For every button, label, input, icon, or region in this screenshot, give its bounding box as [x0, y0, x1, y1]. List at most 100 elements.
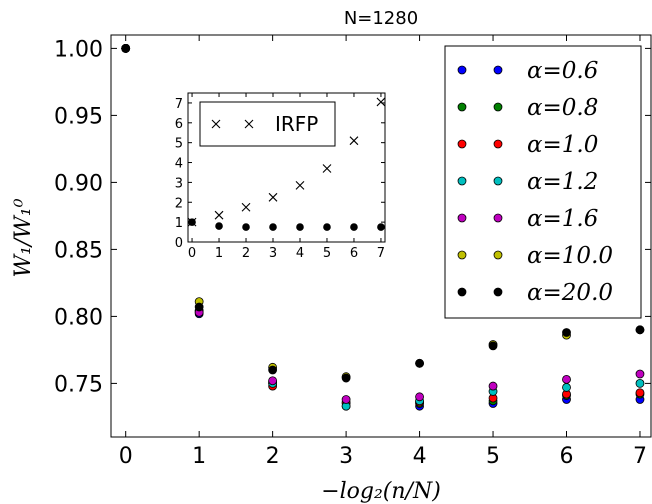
inset-y-tick-label: 7	[175, 97, 183, 112]
inset-legend-marker	[244, 119, 254, 129]
inset-data-point	[323, 223, 331, 231]
data-point	[415, 358, 424, 368]
legend-marker	[493, 65, 503, 75]
x-marker-stroke	[211, 119, 221, 129]
data-point	[415, 392, 424, 402]
data-point	[488, 381, 498, 391]
data-point	[635, 369, 645, 379]
data-point	[121, 44, 131, 53]
x-marker-stroke	[322, 164, 332, 173]
legend-marker	[493, 139, 503, 149]
data-point	[635, 325, 645, 335]
y-tick-label: 0.90	[54, 171, 103, 196]
data-point	[635, 388, 645, 398]
legend-marker	[457, 176, 467, 186]
data-point	[194, 302, 204, 312]
data-point	[341, 395, 351, 404]
x-marker-stroke	[214, 210, 224, 220]
inset-legend-marker	[211, 119, 221, 129]
legend-marker	[493, 250, 503, 260]
inset-y-tick-label: 3	[175, 176, 183, 191]
x-tick-label: 1	[192, 444, 206, 469]
y-tick-label: 0.95	[54, 104, 103, 129]
inset-data-point-x	[241, 202, 251, 212]
main-axes: 0 1 2 3 4 5 6 70.750.800.850.900.951.00	[54, 34, 652, 469]
y-tick-label: 0.85	[54, 238, 103, 263]
data-point	[488, 341, 498, 351]
legend-marker	[457, 213, 467, 223]
x-marker-stroke	[376, 97, 386, 107]
inset-x-tick-label: 5	[323, 246, 331, 261]
inset-data-point-x	[349, 136, 359, 146]
inset-data-point	[242, 223, 250, 231]
data-point	[268, 376, 278, 386]
y-axis-label: W₁/W₁⁰	[11, 198, 36, 277]
legend-label: α=10.0	[527, 243, 613, 269]
y-tick-label: 1.00	[54, 37, 103, 62]
data-point	[562, 383, 571, 392]
x-tick-label: 0	[119, 444, 133, 469]
inset-y-tick-label: 5	[175, 137, 183, 152]
legend-label: α=20.0	[527, 280, 613, 306]
legend-label: α=1.2	[527, 169, 598, 195]
main-plot-frame	[110, 34, 652, 438]
x-tick-label: 7	[633, 444, 647, 469]
legend-marker	[457, 250, 467, 260]
legend-marker	[493, 287, 503, 297]
inset-data-point	[269, 223, 277, 231]
data-point	[635, 378, 645, 388]
x-axis-label: −log₂(n/N)	[321, 479, 441, 504]
legend-label: α=1.6	[527, 206, 598, 232]
inset-data-point	[215, 222, 223, 230]
x-marker-stroke	[295, 180, 305, 190]
inset-data-point-x	[268, 192, 278, 202]
y-tick-label: 0.80	[54, 305, 103, 330]
inset-x-tick-label: 0	[188, 246, 196, 261]
legend-label: α=1.0	[527, 132, 598, 158]
legend-marker	[493, 176, 503, 186]
x-tick-label: 6	[560, 444, 574, 469]
y-tick-label: 0.75	[54, 372, 103, 397]
inset-legend-box	[199, 101, 336, 147]
data-point	[341, 373, 351, 383]
inset-data-point-x	[322, 164, 332, 173]
x-marker-stroke	[241, 202, 251, 212]
legend-label: α=0.8	[527, 95, 598, 121]
inset-y-tick-label: 1	[175, 216, 183, 231]
legend-box	[444, 45, 642, 319]
inset-data-point-x	[214, 210, 224, 220]
inset-data-point	[377, 223, 385, 231]
inset-legend-label: IRFP	[275, 112, 318, 136]
inset-data-point-x	[376, 97, 386, 107]
data-point	[268, 365, 278, 375]
x-marker-stroke	[268, 192, 278, 202]
inset-x-tick-label: 2	[242, 246, 250, 261]
inset-data-point	[296, 223, 304, 231]
data-point	[562, 328, 571, 337]
inset-y-tick-label: 0	[175, 236, 183, 251]
x-tick-label: 4	[413, 444, 427, 469]
inset-data-point-x	[295, 180, 305, 190]
legend-marker	[493, 213, 503, 223]
legend: α=0.6 α=0.8 α=1.0 α=1.2 α=1.6 α=10.0 α=20.0	[444, 45, 642, 319]
inset-x-tick-label: 4	[296, 246, 304, 261]
chart-title: N=1280	[344, 8, 418, 29]
legend-label: α=0.6	[527, 58, 598, 84]
legend-marker	[457, 102, 467, 112]
inset-data-point	[350, 223, 358, 231]
x-tick-label: 3	[339, 444, 353, 469]
legend-marker	[493, 102, 503, 112]
inset-data-point	[188, 218, 196, 226]
x-tick-label: 2	[266, 444, 280, 469]
x-marker-stroke	[244, 119, 254, 129]
x-marker-stroke	[349, 136, 359, 146]
inset-x-tick-label: 3	[269, 246, 277, 261]
data-point	[562, 374, 571, 384]
inset-x-tick-label: 7	[377, 246, 385, 261]
inset-y-tick-label: 2	[175, 196, 183, 211]
inset-x-tick-label: 6	[350, 246, 358, 261]
inset-x-tick-label: 1	[215, 246, 223, 261]
x-tick-label: 5	[486, 444, 500, 469]
